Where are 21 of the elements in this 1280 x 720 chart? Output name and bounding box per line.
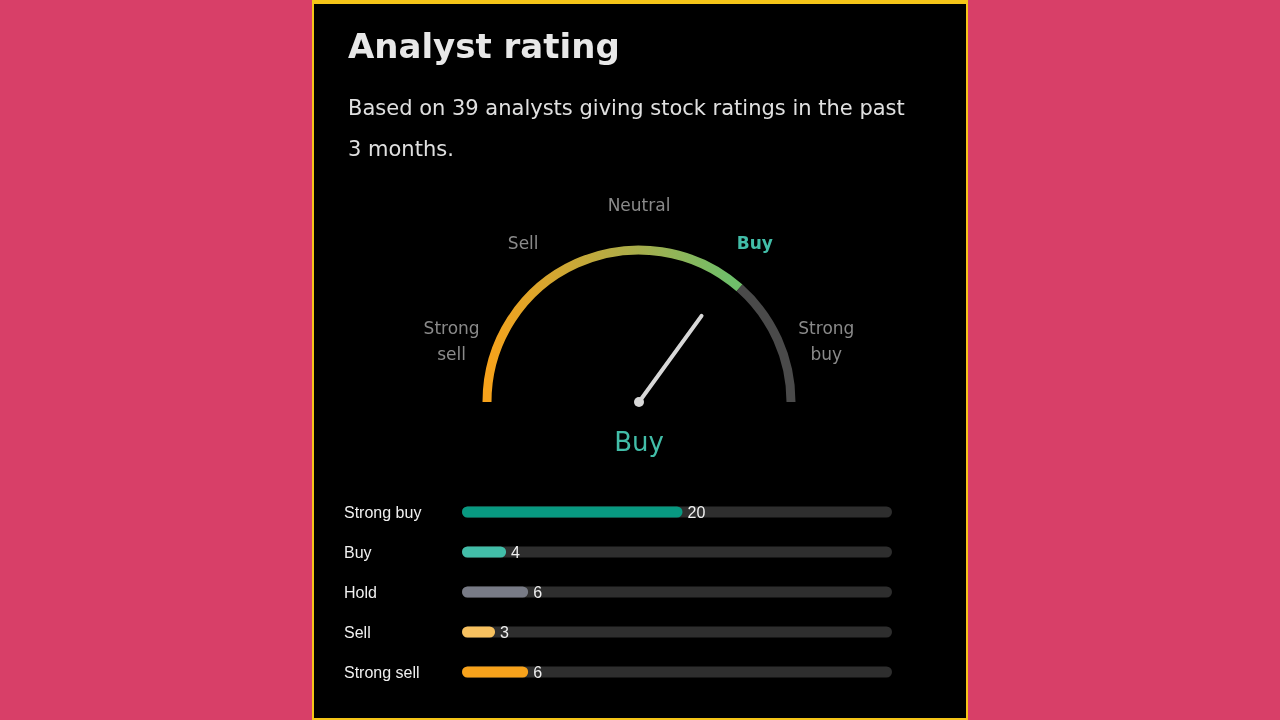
data-label: 6 — [533, 583, 543, 601]
category-label: Neutral — [606, 194, 672, 217]
category-label: Strong sell — [422, 317, 481, 367]
bar — [462, 546, 507, 558]
data-label: 20 — [687, 503, 706, 521]
y-tick-label: Strong sell — [344, 663, 420, 681]
data-label: 4 — [511, 543, 521, 561]
text: Analyst rating — [348, 26, 620, 66]
y-tick-label: Sell — [344, 623, 371, 641]
category-label: Strong buy — [797, 317, 856, 367]
y-tick-label: Strong buy — [344, 503, 422, 521]
y-tick-label: Buy — [344, 543, 372, 561]
data-label: 3 — [500, 623, 510, 641]
category-label: Buy — [735, 231, 774, 255]
data-label: 6 — [533, 663, 543, 681]
text: Based on 39 analysts giving stock ratings in the past 3 months. — [348, 95, 906, 163]
text: Buy — [614, 427, 664, 457]
bar — [462, 666, 529, 678]
category-label: Sell — [506, 231, 540, 255]
bar — [462, 586, 529, 598]
y-tick-label: Hold — [344, 583, 377, 601]
